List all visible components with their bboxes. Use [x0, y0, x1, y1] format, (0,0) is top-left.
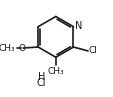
- Text: O: O: [19, 44, 26, 52]
- Text: Cl: Cl: [36, 78, 46, 88]
- Text: CH₃: CH₃: [0, 44, 15, 52]
- Text: CH₃: CH₃: [47, 67, 64, 76]
- Text: H: H: [37, 72, 45, 82]
- Text: Cl: Cl: [88, 46, 97, 55]
- Text: N: N: [74, 21, 81, 31]
